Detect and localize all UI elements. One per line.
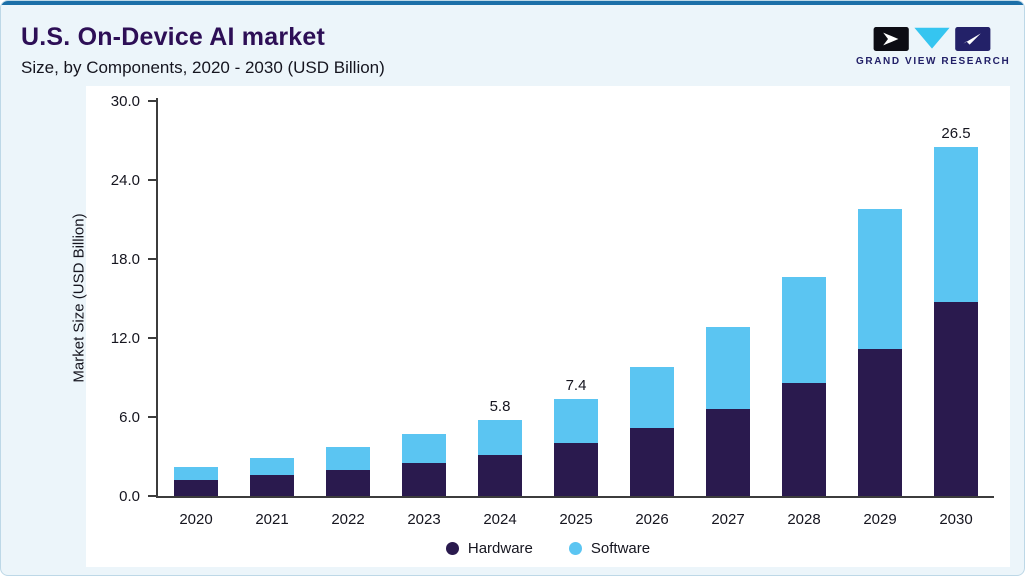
bar-segment-hardware-2023 bbox=[402, 463, 446, 496]
bar-slot-2030: 26.5 2030 bbox=[918, 98, 994, 528]
y-tick-label: 30.0 bbox=[110, 93, 140, 110]
plot-panel: 0.0 6.0 12.0 18.0 24.0 30.0 2020 2021 2022 2023 5.… bbox=[86, 86, 1010, 567]
y-tick-mark bbox=[148, 495, 156, 497]
bar-slot-2022: 2022 bbox=[310, 98, 386, 528]
bar-slot-2023: 2023 bbox=[386, 98, 462, 528]
total-value-label-2030: 26.5 bbox=[941, 125, 971, 143]
x-tick-label-2025: 2025 bbox=[559, 511, 593, 528]
hardware-legend-dot-icon bbox=[445, 542, 459, 555]
bar-segment-software-2026 bbox=[630, 366, 674, 428]
logo-mark-icon bbox=[873, 27, 991, 51]
legend: Hardware Software bbox=[86, 540, 1010, 557]
y-tick-label: 12.0 bbox=[110, 330, 140, 347]
x-tick-label-2021: 2021 bbox=[255, 511, 289, 528]
total-value-label-2024: 5.8 bbox=[489, 397, 511, 415]
y-tick-mark bbox=[148, 179, 156, 181]
legend-item-hardware: Hardware bbox=[445, 540, 533, 557]
x-tick-label-2022: 2022 bbox=[331, 511, 365, 528]
bar-slot-2026: 2026 bbox=[614, 98, 690, 528]
x-tick-label-2023: 2023 bbox=[407, 511, 441, 528]
bar-segment-hardware-2022 bbox=[326, 469, 370, 496]
bar-segment-software-2029 bbox=[858, 208, 902, 349]
legend-label-hardware: Hardware bbox=[467, 540, 533, 557]
x-tick-label-2029: 2029 bbox=[863, 511, 897, 528]
bar-slot-2028: 2028 bbox=[766, 98, 842, 528]
y-tick-mark bbox=[148, 416, 156, 418]
bar-slot-2020: 2020 bbox=[158, 98, 234, 528]
bar-segment-software-2020 bbox=[174, 467, 218, 481]
bar-segment-hardware-2029 bbox=[858, 348, 902, 496]
bar-slot-2027: 2027 bbox=[690, 98, 766, 528]
bar-segment-software-2028 bbox=[782, 277, 826, 383]
bar-slot-2029: 2029 bbox=[842, 98, 918, 528]
chart-subtitle: Size, by Components, 2020 - 2030 (USD Bi… bbox=[21, 58, 385, 77]
bar-slot-2021: 2021 bbox=[234, 98, 310, 528]
logo-text: GRAND VIEW RESEARCH bbox=[856, 56, 1011, 67]
bar-slot-2025: 7.4 2025 bbox=[538, 98, 614, 528]
x-tick-label-2024: 2024 bbox=[483, 511, 517, 528]
top-accent-bar bbox=[1, 1, 1024, 5]
x-tick-label-2027: 2027 bbox=[711, 511, 745, 528]
legend-label-software: Software bbox=[590, 540, 651, 557]
y-tick-mark bbox=[148, 337, 156, 339]
bar-segment-hardware-2021 bbox=[250, 474, 294, 496]
chart-title: U.S. On-Device AI market bbox=[21, 23, 325, 51]
plot-area: 0.0 6.0 12.0 18.0 24.0 30.0 2020 2021 2022 2023 5.… bbox=[111, 93, 994, 528]
x-tick-label-2026: 2026 bbox=[635, 511, 669, 528]
bar-segment-hardware-2024 bbox=[478, 455, 522, 496]
bar-segment-hardware-2030 bbox=[934, 302, 978, 496]
software-legend-dot-icon bbox=[568, 542, 582, 555]
bar-segment-hardware-2026 bbox=[630, 427, 674, 496]
grand-view-research-logo: GRAND VIEW RESEARCH bbox=[856, 25, 1011, 67]
bar-segment-hardware-2020 bbox=[174, 480, 218, 496]
y-axis-title: Market Size (USD Billion) bbox=[70, 213, 88, 383]
x-tick-label-2030: 2030 bbox=[939, 511, 973, 528]
bar-segment-software-2021 bbox=[250, 457, 294, 475]
bar-segment-hardware-2025 bbox=[554, 443, 598, 496]
y-tick-label: 18.0 bbox=[110, 251, 140, 268]
bar-segment-software-2030 bbox=[934, 147, 978, 303]
bar-segment-software-2022 bbox=[326, 447, 370, 470]
bar-segment-software-2024 bbox=[478, 419, 522, 456]
legend-item-software: Software bbox=[568, 540, 651, 557]
x-tick-label-2020: 2020 bbox=[179, 511, 213, 528]
total-value-label-2025: 7.4 bbox=[565, 376, 587, 394]
bar-segment-software-2025 bbox=[554, 398, 598, 444]
bar-segment-software-2023 bbox=[402, 434, 446, 464]
y-tick-label: 6.0 bbox=[119, 409, 140, 426]
y-tick-label: 0.0 bbox=[119, 488, 140, 505]
bar-segment-hardware-2028 bbox=[782, 382, 826, 496]
bar-segment-hardware-2027 bbox=[706, 409, 750, 496]
y-tick-mark bbox=[148, 258, 156, 260]
bar-slot-2024: 5.8 2024 bbox=[462, 98, 538, 528]
y-tick-mark bbox=[148, 100, 156, 102]
x-tick-label-2028: 2028 bbox=[787, 511, 821, 528]
y-tick-label: 24.0 bbox=[110, 172, 140, 189]
bar-segment-software-2027 bbox=[706, 327, 750, 410]
